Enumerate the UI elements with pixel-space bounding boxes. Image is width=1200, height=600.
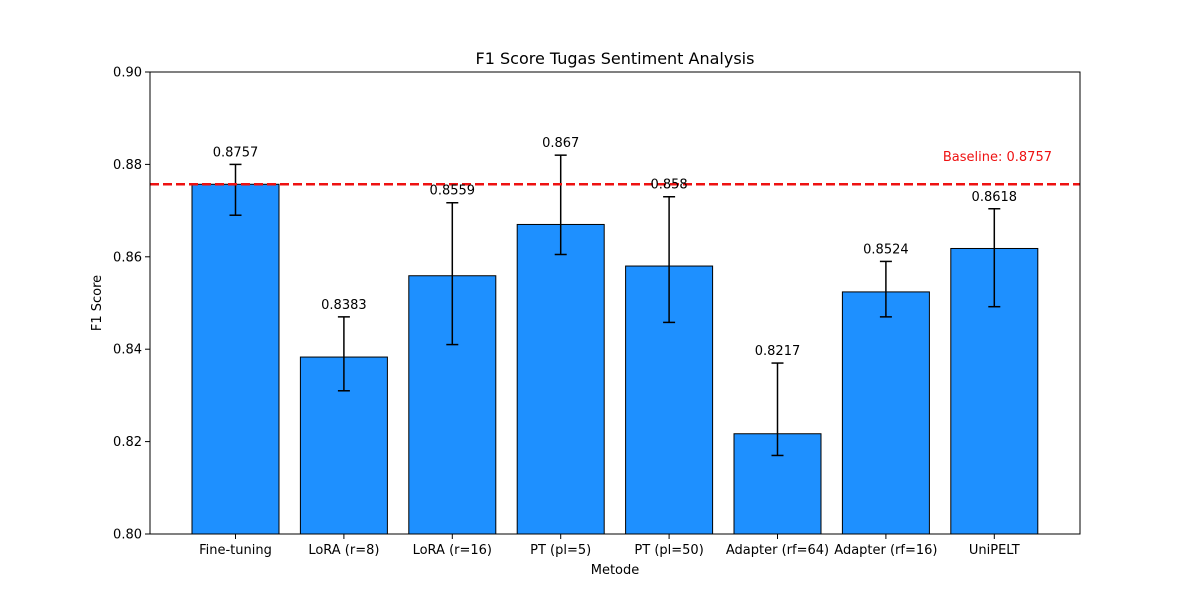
error-bar (446, 201, 459, 346)
x-tick-label: PT (pl=50) (634, 543, 703, 558)
bar (841, 291, 930, 535)
x-tick-label: Adapter (rf=64) (726, 543, 829, 558)
x-tick-label: LoRA (r=16) (413, 543, 492, 558)
error-bar (337, 316, 350, 392)
value-label: 0.8559 (430, 184, 476, 199)
y-tick-label: 0.86 (113, 250, 142, 265)
error-bar (988, 208, 1001, 308)
y-tick-label: 0.90 (113, 66, 142, 81)
bar (516, 223, 605, 535)
value-labels: 0.8757 0.8383 0.8559 0.867 0.858 0.8217 0.8524… (213, 136, 1017, 359)
x-tick-label: PT (pl=5) (530, 543, 591, 558)
error-bar (229, 163, 242, 216)
error-bar (663, 195, 676, 324)
x-tick-label: UniPELT (969, 543, 1020, 558)
baseline-label: Baseline: 0.8757 (943, 150, 1052, 165)
y-tick-label: 0.82 (113, 435, 142, 450)
value-label: 0.8524 (863, 242, 909, 257)
value-label: 0.8757 (213, 145, 259, 160)
value-label: 0.867 (542, 136, 579, 151)
y-axis-label: F1 Score (90, 275, 105, 331)
value-label: 0.8618 (972, 190, 1018, 205)
bar (191, 183, 280, 535)
error-bar (554, 154, 567, 256)
value-label: 0.858 (650, 178, 687, 193)
error-bar (879, 260, 892, 318)
x-tick-label: Adapter (rf=16) (834, 543, 937, 558)
value-label: 0.8383 (321, 298, 367, 313)
x-axis: Fine-tuning LoRA (r=8) LoRA (r=16) PT (pl=5… (199, 534, 1020, 558)
y-tick-label: 0.80 (113, 528, 142, 543)
chart-title: F1 Score Tugas Sentiment Analysis (476, 49, 755, 68)
bars (191, 183, 1039, 535)
x-tick-label: Fine-tuning (199, 543, 272, 558)
y-axis: 0.80 0.82 0.84 0.86 0.88 0.90 (113, 66, 150, 543)
x-axis-label: Metode (591, 563, 640, 578)
y-tick-label: 0.88 (113, 158, 142, 173)
error-bars (229, 154, 1001, 457)
x-tick-label: LoRA (r=8) (308, 543, 379, 558)
value-label: 0.8217 (755, 344, 801, 359)
y-tick-label: 0.84 (113, 343, 142, 358)
error-bar (771, 362, 784, 457)
plot-frame (149, 71, 1081, 535)
